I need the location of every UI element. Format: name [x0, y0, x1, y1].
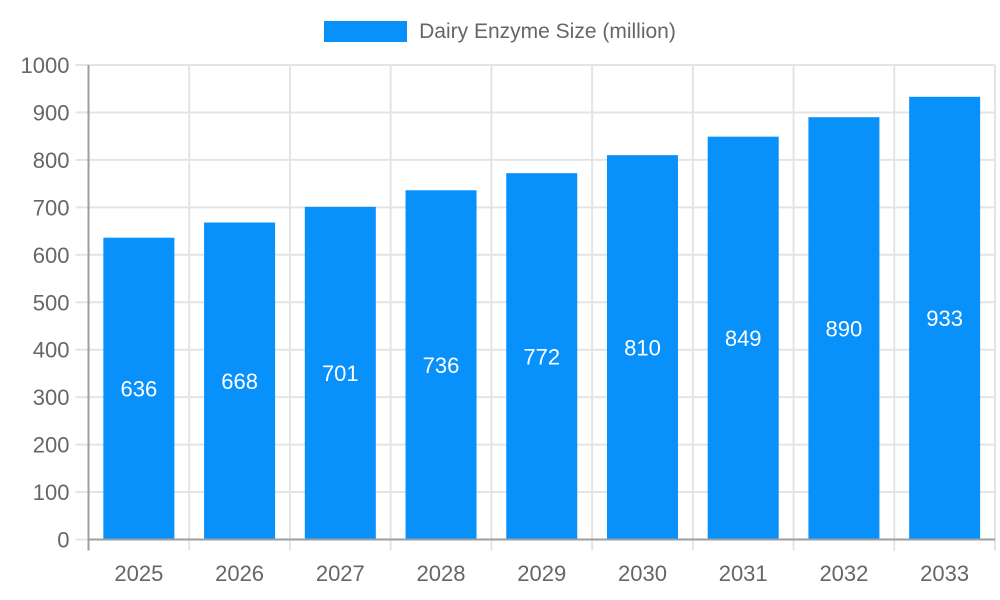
legend-item[interactable]: Dairy Enzyme Size (million)	[0, 20, 1000, 43]
bar[interactable]	[707, 136, 779, 540]
x-tick-label: 2026	[215, 561, 264, 586]
y-tick-label: 900	[33, 100, 70, 125]
bar-value-label: 701	[322, 361, 359, 386]
bar[interactable]	[506, 173, 578, 540]
bar[interactable]	[405, 190, 477, 540]
y-tick-label: 600	[33, 243, 70, 268]
bar[interactable]	[103, 237, 175, 540]
x-tick-label: 2029	[517, 561, 566, 586]
y-tick-label: 800	[33, 148, 70, 173]
y-tick-label: 700	[33, 195, 70, 220]
legend-swatch	[324, 21, 408, 42]
bar[interactable]	[606, 155, 678, 540]
bar-value-label: 849	[725, 326, 762, 351]
bar-value-label: 736	[423, 353, 460, 378]
x-tick-label: 2032	[819, 561, 868, 586]
y-tick-label: 100	[33, 480, 70, 505]
x-tick-label: 2027	[316, 561, 365, 586]
legend-label: Dairy Enzyme Size (million)	[419, 20, 676, 43]
y-tick-label: 400	[33, 338, 70, 363]
bar[interactable]	[909, 96, 981, 540]
bar-value-label: 933	[926, 306, 963, 331]
bar-value-label: 890	[826, 316, 863, 341]
x-tick-label: 2033	[920, 561, 969, 586]
bar-value-label: 810	[624, 335, 661, 360]
x-tick-label: 2028	[417, 561, 466, 586]
bar[interactable]	[808, 117, 880, 540]
bar[interactable]	[204, 222, 276, 540]
bar[interactable]	[304, 206, 376, 540]
bar-value-label: 772	[523, 344, 560, 369]
y-tick-label: 300	[33, 385, 70, 410]
x-tick-label: 2031	[719, 561, 768, 586]
x-tick-label: 2025	[114, 561, 163, 586]
y-tick-label: 1000	[21, 53, 70, 78]
x-tick-label: 2030	[618, 561, 667, 586]
y-tick-label: 0	[57, 528, 69, 553]
bar-value-label: 668	[221, 369, 258, 394]
bar-value-label: 636	[121, 377, 158, 402]
y-tick-label: 500	[33, 290, 70, 315]
y-tick-label: 200	[33, 433, 70, 458]
